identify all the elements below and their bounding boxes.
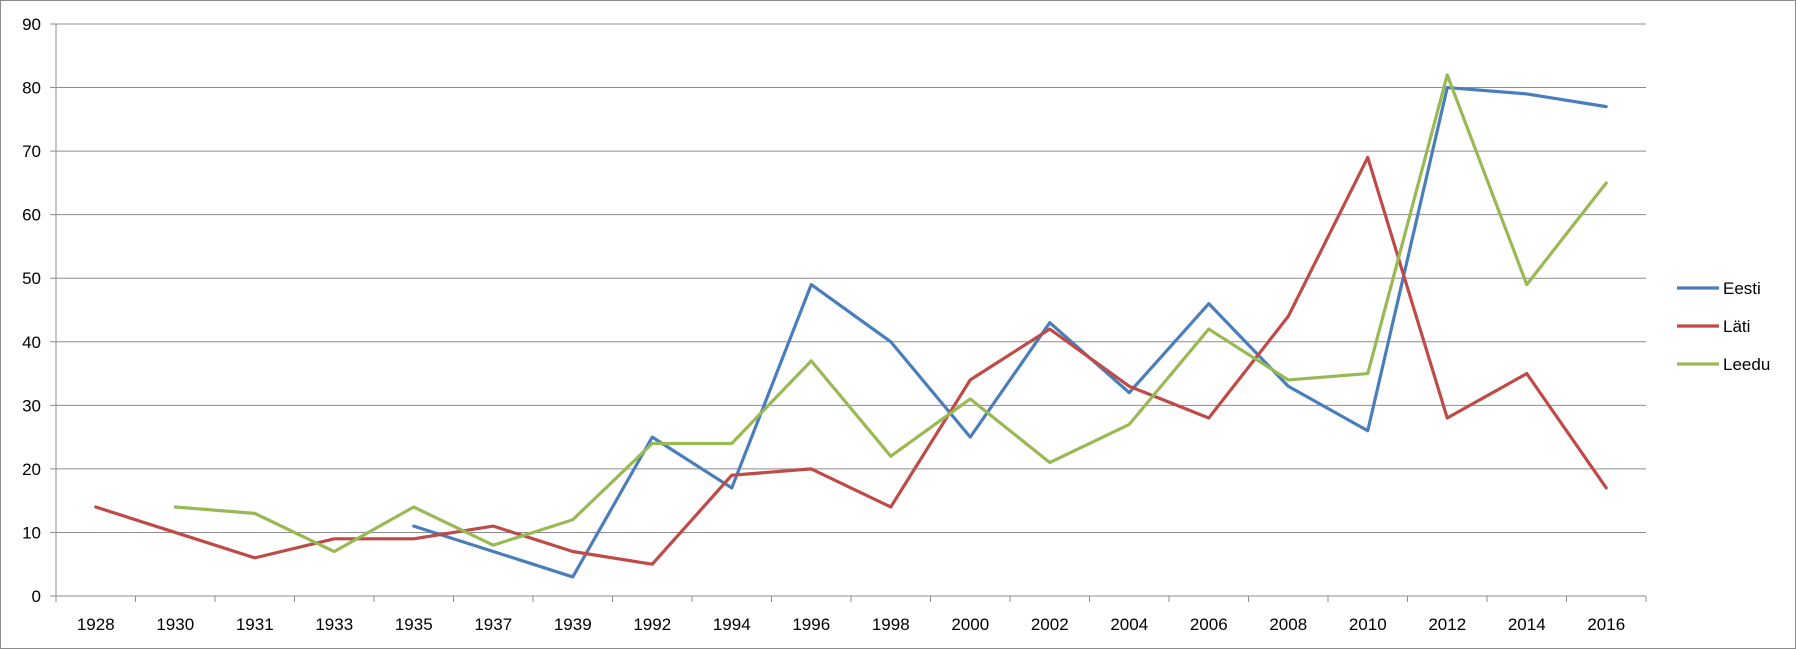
x-tick-label: 2010 <box>1349 615 1387 634</box>
x-tick-label: 2012 <box>1428 615 1466 634</box>
series-line-eesti <box>412 85 1608 579</box>
y-tick-label: 40 <box>22 333 41 352</box>
x-tick-label: 1933 <box>315 615 353 634</box>
y-tick-label: 80 <box>22 79 41 98</box>
x-tick-label: 2000 <box>951 615 989 634</box>
axes: 0 10 20 30 40 50 60 70 80 90 1928 1930 1931 1933 1935 1… <box>22 15 1647 634</box>
x-tick-label: 2006 <box>1190 615 1228 634</box>
x-tick-label: 1939 <box>554 615 592 634</box>
legend: Eesti Läti Leedu <box>1677 279 1770 374</box>
x-tick-label: 1994 <box>713 615 751 634</box>
x-tick-label: 1998 <box>872 615 910 634</box>
y-tick-label: 0 <box>32 587 41 606</box>
y-tick-label: 10 <box>22 523 41 542</box>
legend-label-eesti: Eesti <box>1723 279 1761 298</box>
legend-label-läti: Läti <box>1723 317 1750 336</box>
x-tick-label: 1930 <box>156 615 194 634</box>
legend-label-leedu: Leedu <box>1723 355 1770 374</box>
y-tick-label: 20 <box>22 460 41 479</box>
y-tick-label: 30 <box>22 396 41 415</box>
y-tick-label: 60 <box>22 206 41 225</box>
x-tick-label: 2004 <box>1110 615 1148 634</box>
x-tick-label: 1937 <box>474 615 512 634</box>
y-tick-label: 70 <box>22 142 41 161</box>
x-tick-label: 1928 <box>77 615 115 634</box>
y-tick-label: 90 <box>22 15 41 34</box>
x-tick-label: 2008 <box>1269 615 1307 634</box>
x-tick-label: 1996 <box>792 615 830 634</box>
series-lines <box>94 73 1608 579</box>
series-line-läti <box>94 155 1608 566</box>
x-tick-label: 1931 <box>236 615 274 634</box>
x-tick-label: 2002 <box>1031 615 1069 634</box>
x-tick-label: 2014 <box>1508 615 1546 634</box>
y-tick-label: 50 <box>22 269 41 288</box>
x-tick-label: 2016 <box>1587 615 1625 634</box>
x-tick-label: 1992 <box>633 615 671 634</box>
gridlines <box>56 23 1646 533</box>
series-line-leedu <box>173 73 1608 554</box>
x-tick-label: 1935 <box>395 615 433 634</box>
